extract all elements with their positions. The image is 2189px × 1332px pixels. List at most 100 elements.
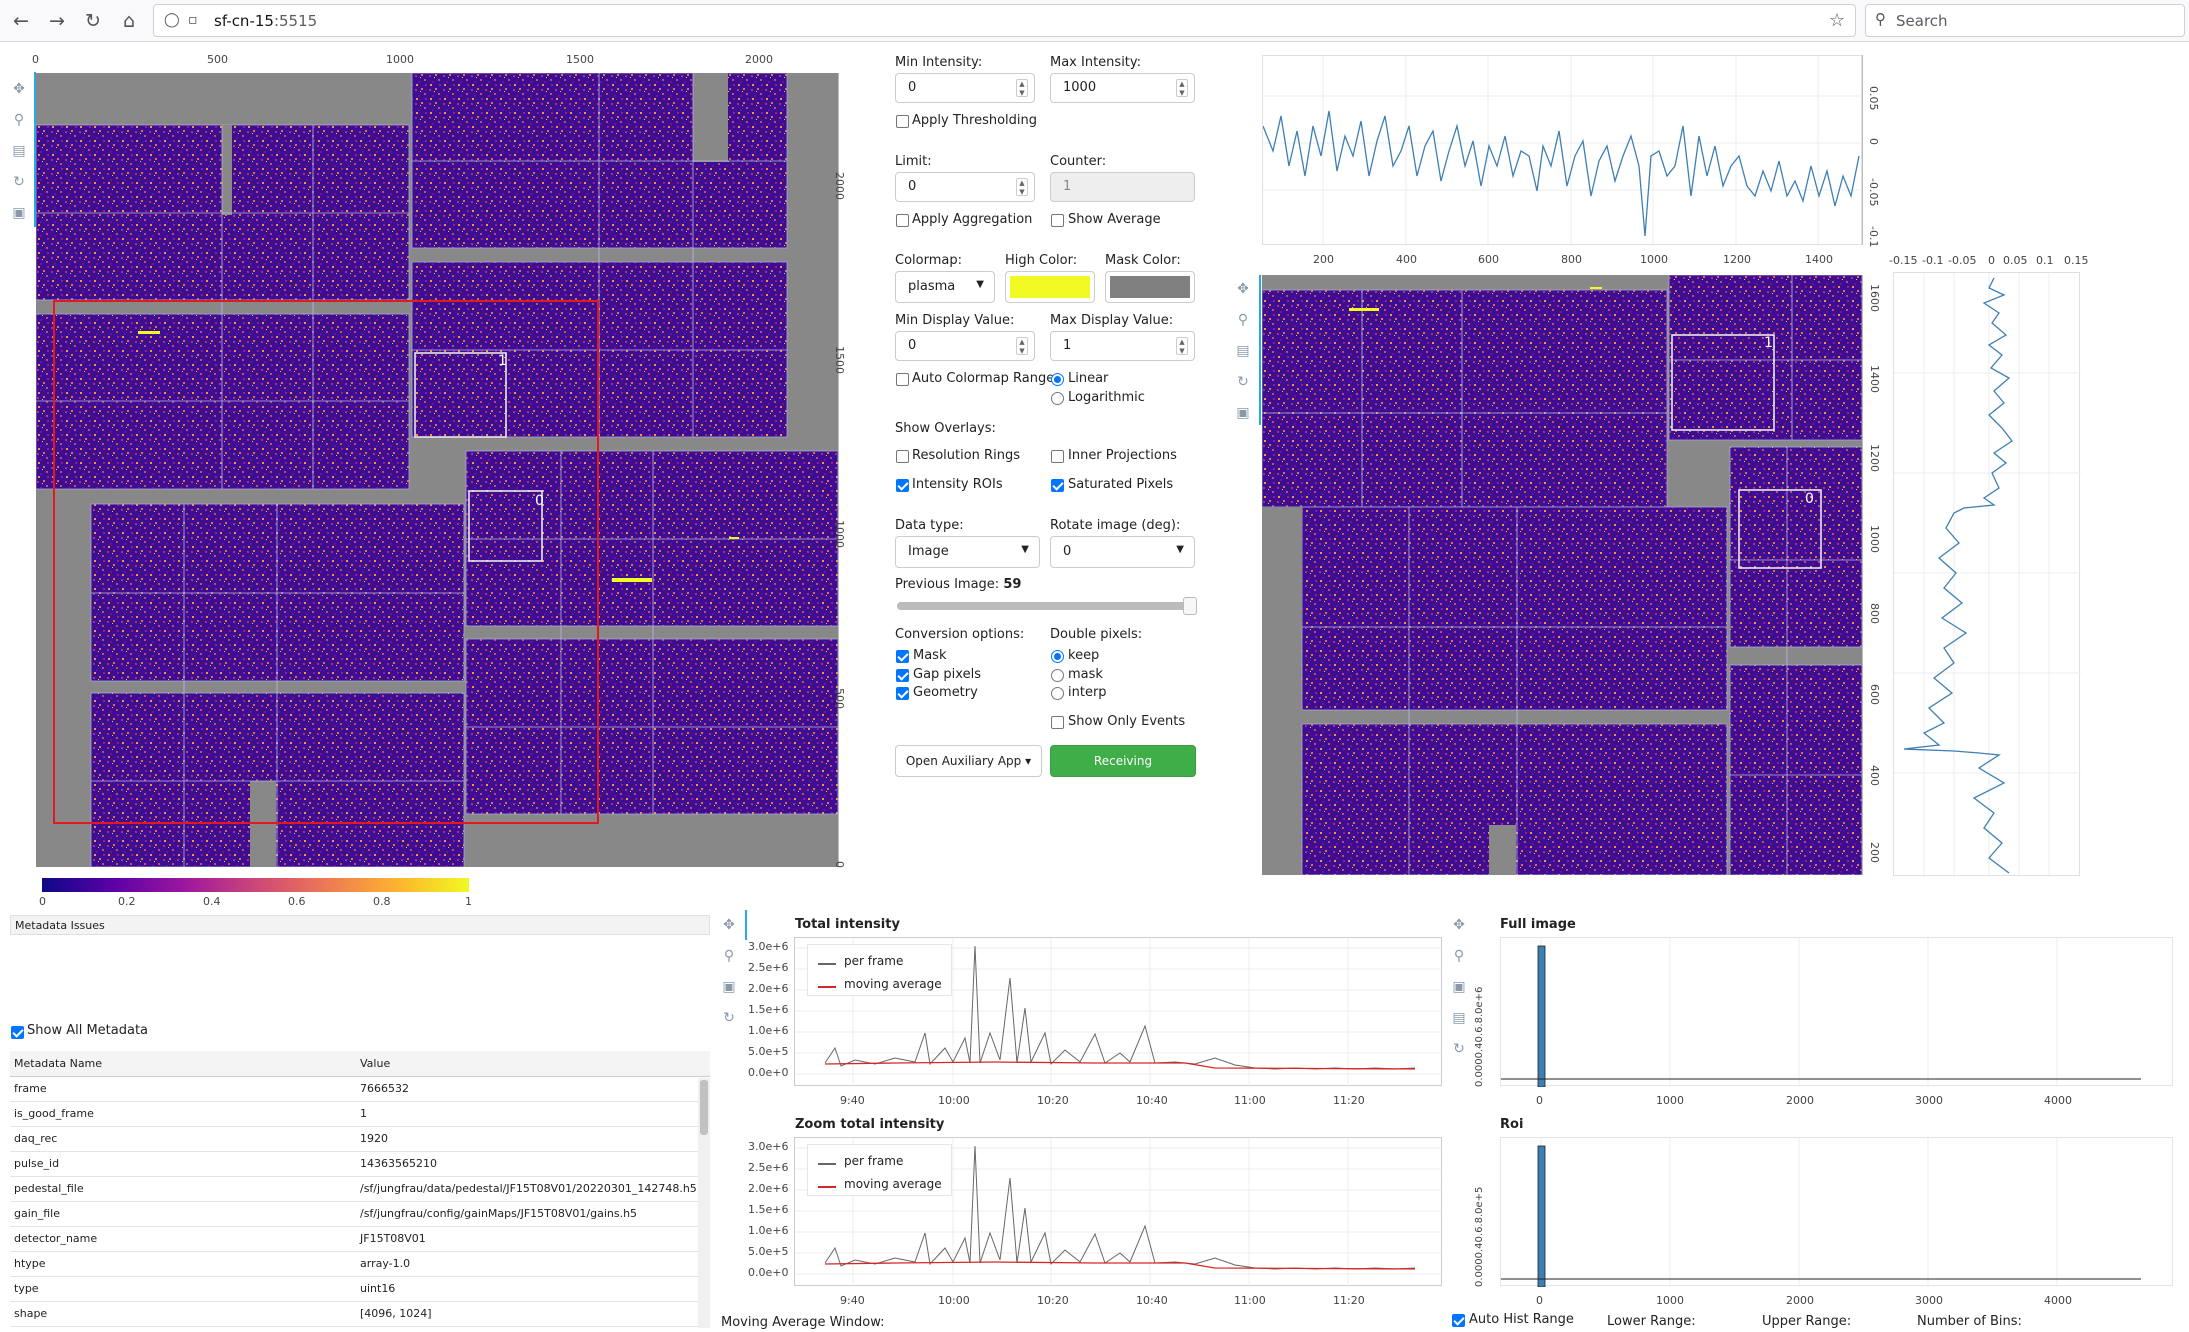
dp-keep-radio[interactable] xyxy=(1051,650,1064,663)
pan-icon[interactable]: ✥ xyxy=(13,81,25,97)
previous-image-slider[interactable] xyxy=(897,597,1197,615)
bookmark-star-icon[interactable]: ☆ xyxy=(1828,10,1845,31)
reset-icon[interactable]: ↻ xyxy=(1453,1041,1465,1057)
max-display-input[interactable]: 1 ▲ ▼ xyxy=(1050,331,1195,361)
saturated-pixels-checkbox[interactable] xyxy=(1051,479,1064,492)
wheel-zoom-icon[interactable]: ▣ xyxy=(722,979,736,995)
show-all-metadata-checkbox[interactable] xyxy=(11,1026,24,1039)
spinner-icon[interactable]: ▲ ▼ xyxy=(1016,178,1028,196)
box-zoom-icon[interactable]: ⚲ xyxy=(1453,948,1465,964)
wheel-zoom-icon[interactable]: ▣ xyxy=(1452,979,1466,995)
table-row[interactable]: pulse_id 14363565210 xyxy=(10,1151,710,1177)
reset-icon[interactable]: ↻ xyxy=(723,1010,735,1026)
limit-input[interactable]: 0 ▲ ▼ xyxy=(895,172,1035,202)
conv-gap-pixels-checkbox[interactable] xyxy=(896,669,909,682)
max-intensity-input[interactable]: 1000 ▲ ▼ xyxy=(1050,73,1195,103)
rotate-select[interactable]: 0 ▼ xyxy=(1050,536,1195,568)
horizontal-projection-plot[interactable] xyxy=(1262,55,1863,246)
pan-icon[interactable]: ✥ xyxy=(1237,281,1249,297)
table-scrollbar[interactable] xyxy=(698,1078,710,1328)
reset-icon[interactable]: ↻ xyxy=(1237,374,1249,390)
auto-colormap-range-checkbox[interactable] xyxy=(896,373,909,386)
x-tick: 11:00 xyxy=(1234,1294,1266,1307)
mask-color-picker[interactable] xyxy=(1105,271,1195,303)
intensity-rois-checkbox[interactable] xyxy=(896,479,909,492)
box-zoom-icon[interactable]: ⚲ xyxy=(723,948,735,964)
conv-geometry-checkbox[interactable] xyxy=(896,687,909,700)
save-icon[interactable]: ▤ xyxy=(12,143,26,159)
main-detector-image[interactable]: 1 0 xyxy=(36,73,838,867)
main-y-tick: 1000 xyxy=(833,520,846,548)
browser-search-input[interactable]: ⚲ Search xyxy=(1865,4,2185,37)
open-auxiliary-app-button[interactable]: Open Auxiliary App ▾ xyxy=(895,745,1042,777)
back-arrow-icon[interactable]: ← xyxy=(13,10,29,32)
hover-icon[interactable]: ▣ xyxy=(1236,405,1250,421)
col-header-value[interactable]: Value xyxy=(356,1051,710,1077)
data-type-select[interactable]: Image ▼ xyxy=(895,536,1040,568)
table-row[interactable]: daq_rec 1920 xyxy=(10,1126,710,1152)
home-icon[interactable]: ⌂ xyxy=(122,10,136,32)
forward-arrow-icon[interactable]: → xyxy=(49,10,65,32)
apply-thresholding-checkbox[interactable] xyxy=(896,115,909,128)
wheel-zoom-icon[interactable]: ⚲ xyxy=(1237,312,1249,328)
table-row[interactable]: htype array-1.0 xyxy=(10,1251,710,1277)
table-row[interactable]: pedestal_file/sf/jungfrau/data/pedestal/… xyxy=(10,1176,710,1202)
table-row[interactable]: is_good_frame 1 xyxy=(10,1101,710,1127)
projection-y-axis xyxy=(1862,55,1863,245)
slider-handle[interactable] xyxy=(1183,597,1197,615)
spinner-icon[interactable]: ▲ ▼ xyxy=(1176,337,1188,355)
wheel-zoom-icon[interactable]: ⚲ xyxy=(13,112,25,128)
apply-aggregation-checkbox[interactable] xyxy=(896,214,909,227)
pan-icon[interactable]: ✥ xyxy=(1453,917,1465,933)
zoom-y-axis-line xyxy=(1862,275,1863,875)
dp-interp-radio[interactable] xyxy=(1051,687,1064,700)
conv-mask-checkbox[interactable] xyxy=(896,650,909,663)
address-bar[interactable]: ◯ ▫ sf-cn-15:5515 ☆ xyxy=(153,4,1856,37)
min-display-input[interactable]: 0 ▲ ▼ xyxy=(895,331,1035,361)
table-row[interactable]: frame 7666532 xyxy=(10,1076,710,1102)
col-header-name[interactable]: Metadata Name xyxy=(10,1051,356,1077)
colormap-label: Colormap: xyxy=(895,253,962,268)
logarithmic-radio[interactable] xyxy=(1051,392,1064,405)
number-of-bins-label: Number of Bins: xyxy=(1917,1314,2022,1329)
save-icon[interactable]: ▤ xyxy=(1236,343,1250,359)
reload-icon[interactable]: ↻ xyxy=(85,10,101,32)
apply-aggregation-label: Apply Aggregation xyxy=(912,212,1033,227)
spinner-icon[interactable]: ▲ ▼ xyxy=(1176,79,1188,97)
table-row[interactable]: type uint16 xyxy=(10,1276,710,1302)
total-intensity-chart[interactable]: per frame moving average xyxy=(794,937,1443,1087)
roi-histogram[interactable] xyxy=(1500,1137,2173,1288)
side-projection-x-tick: 0.05 xyxy=(2003,254,2028,267)
zoomed-detector-image[interactable]: 1 0 xyxy=(1262,275,1862,875)
full-image-histogram[interactable] xyxy=(1500,937,2173,1088)
table-row[interactable]: detector_name JF15T08V01 xyxy=(10,1226,710,1252)
table-row[interactable]: shape [4096, 1024] xyxy=(10,1301,710,1327)
pan-icon[interactable]: ✥ xyxy=(723,917,735,933)
hover-icon[interactable]: ▣ xyxy=(12,205,26,221)
roi-label: 1 xyxy=(1764,335,1773,351)
dp-mask-radio[interactable] xyxy=(1051,669,1064,682)
main-y-tick: 1500 xyxy=(833,346,846,374)
linear-radio[interactable] xyxy=(1051,373,1064,386)
resolution-rings-checkbox[interactable] xyxy=(896,450,909,463)
vertical-projection-plot[interactable] xyxy=(1893,272,2081,877)
inner-projections-checkbox[interactable] xyxy=(1051,450,1064,463)
zoom-y-tick: 600 xyxy=(1868,684,1881,705)
save-icon[interactable]: ▤ xyxy=(1452,1010,1466,1026)
inner-projections-label: Inner Projections xyxy=(1068,448,1177,463)
colormap-select[interactable]: plasma ▼ xyxy=(895,271,995,303)
spinner-icon[interactable]: ▲ ▼ xyxy=(1016,337,1028,355)
show-average-checkbox[interactable] xyxy=(1051,214,1064,227)
zoom-y-tick: 800 xyxy=(1868,603,1881,624)
receiving-button[interactable]: Receiving xyxy=(1050,745,1196,777)
auto-hist-range-checkbox[interactable] xyxy=(1452,1314,1465,1327)
conv-geometry-label: Geometry xyxy=(913,685,978,700)
table-row[interactable]: gain_file/sf/jungfrau/config/gainMaps/JF… xyxy=(10,1201,710,1227)
show-only-events-checkbox[interactable] xyxy=(1051,716,1064,729)
high-color-picker[interactable] xyxy=(1005,271,1095,303)
spinner-icon[interactable]: ▲ ▼ xyxy=(1016,79,1028,97)
x-tick: 11:20 xyxy=(1333,1294,1365,1307)
min-intensity-input[interactable]: 0 ▲ ▼ xyxy=(895,73,1035,103)
reset-icon[interactable]: ↻ xyxy=(13,174,25,190)
zoom-total-intensity-chart[interactable]: per frame moving average xyxy=(794,1137,1443,1287)
